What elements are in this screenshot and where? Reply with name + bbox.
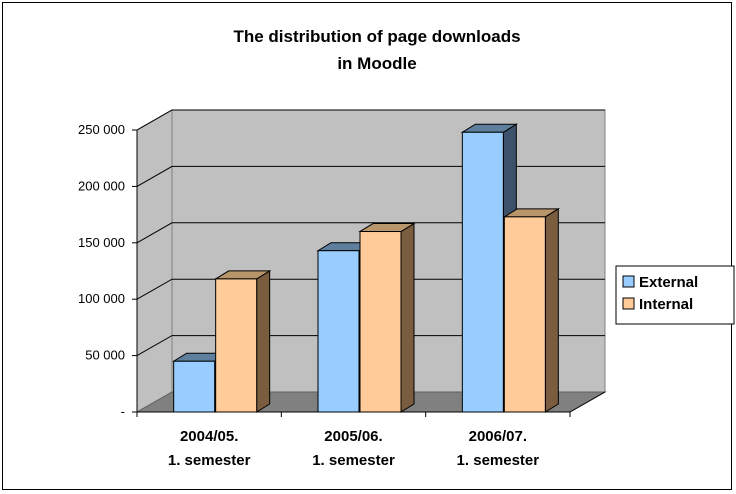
bars xyxy=(171,123,561,413)
gridline xyxy=(136,109,605,131)
x-category-label: 1. semester xyxy=(457,452,540,469)
x-category-label: 2004/05. xyxy=(180,428,238,445)
gridline xyxy=(136,278,605,300)
legend-box xyxy=(615,265,735,325)
x-axis: 2004/05. 1. semester 2005/06. 1. semester 20… xyxy=(136,391,606,469)
legend-label-external: External xyxy=(639,274,698,291)
gridline xyxy=(136,165,605,187)
bar-side-internal xyxy=(400,222,415,413)
bar-internal xyxy=(359,231,402,413)
y-tick-label: 50 000 xyxy=(85,348,125,363)
bar-side-internal xyxy=(256,270,271,413)
gridlines xyxy=(136,109,605,357)
y-tick-label: 150 000 xyxy=(78,235,125,250)
side-wall xyxy=(136,109,173,413)
legend-label-internal: Internal xyxy=(639,296,693,313)
legend-swatch-external xyxy=(622,275,635,288)
legend: External Internal xyxy=(615,265,735,325)
y-axis: - 50 000 100 000 150 000 200 000 250 000 xyxy=(78,122,138,419)
gridline xyxy=(136,335,605,357)
y-tick-label: - xyxy=(121,404,125,419)
bar-external xyxy=(317,250,360,413)
x-category-label: 1. semester xyxy=(168,452,251,469)
bar-internal xyxy=(215,278,258,413)
x-category-label: 1. semester xyxy=(312,452,395,469)
y-tick-label: 200 000 xyxy=(78,178,125,193)
y-tick-label: 250 000 xyxy=(78,122,125,137)
chart-title-line-1: The distribution of page downloads xyxy=(233,27,520,46)
y-tick-label: 100 000 xyxy=(78,291,125,306)
floor-edge xyxy=(569,391,606,413)
bar-external xyxy=(461,131,504,413)
chart-title-line-2: in Moodle xyxy=(337,54,416,73)
x-category-label: 2006/07. xyxy=(469,428,527,445)
bar-side-internal xyxy=(544,207,559,413)
bar-external xyxy=(173,360,216,413)
x-category-label: 2005/06. xyxy=(324,428,382,445)
chart-title: The distribution of page downloads in Mo… xyxy=(233,27,520,73)
gridline xyxy=(136,222,605,244)
bar-internal xyxy=(503,216,546,413)
legend-swatch-internal xyxy=(622,297,635,310)
